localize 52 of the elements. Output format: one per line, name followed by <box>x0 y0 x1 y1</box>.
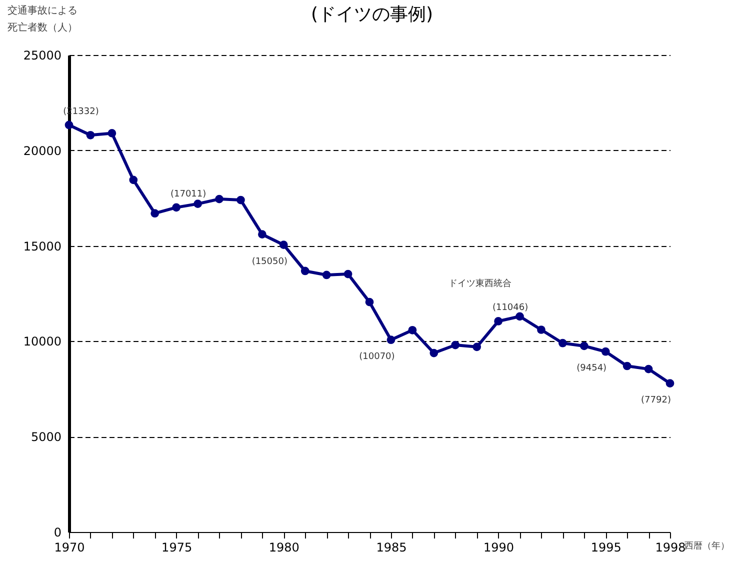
data-label: (10070) <box>359 352 395 362</box>
x-tick-label: 1970 <box>54 540 85 554</box>
point <box>129 176 138 184</box>
point <box>365 298 374 306</box>
point <box>150 209 160 218</box>
chart-title: (ドイツの事例) <box>310 4 434 25</box>
point <box>215 194 224 204</box>
x-tick-label: 1975 <box>162 540 192 554</box>
point <box>451 340 460 350</box>
x-tick-label: 1980 <box>268 540 300 554</box>
point <box>344 270 352 278</box>
point <box>386 336 396 344</box>
point <box>666 379 674 388</box>
point <box>258 230 266 239</box>
y-tick-label: 20000 <box>23 144 62 158</box>
y-tick-label: 15000 <box>23 239 62 254</box>
point <box>430 348 438 358</box>
point <box>644 364 653 374</box>
point <box>622 362 632 370</box>
annotation: ドイツ東西統合 <box>448 278 512 289</box>
x-tick-label: 1995 <box>590 540 622 554</box>
data-label: (15050) <box>252 256 288 267</box>
data-label: (9454) <box>576 364 607 374</box>
point <box>408 326 417 334</box>
point <box>494 317 502 326</box>
point <box>516 312 524 321</box>
point <box>236 196 245 204</box>
point <box>108 129 116 138</box>
data-label: (7792) <box>641 395 671 406</box>
point <box>279 240 288 250</box>
point <box>322 270 331 280</box>
x-tick-label: 1990 <box>484 540 514 554</box>
point <box>472 342 482 352</box>
point <box>300 266 310 276</box>
point <box>537 326 546 334</box>
point <box>194 200 202 208</box>
point <box>64 120 74 130</box>
x-axis-title: 西暦（年） <box>684 540 730 552</box>
point <box>86 130 95 140</box>
point <box>172 203 181 212</box>
y-tick-label: 0 <box>54 526 62 540</box>
x-tick-label: 1985 <box>376 540 407 554</box>
data-label: (11046) <box>492 303 528 314</box>
y-tick-label: 10000 <box>23 334 62 349</box>
point <box>558 338 567 348</box>
point <box>601 347 610 356</box>
x-tick-label: 1998 <box>655 540 686 554</box>
y-tick-label: 25000 <box>23 48 62 62</box>
y-axis-title: 交通事故による死亡者数（人） <box>8 4 78 34</box>
y-tick-label: 5000 <box>30 430 62 444</box>
data-label: (17011) <box>170 189 206 200</box>
point <box>580 342 588 350</box>
